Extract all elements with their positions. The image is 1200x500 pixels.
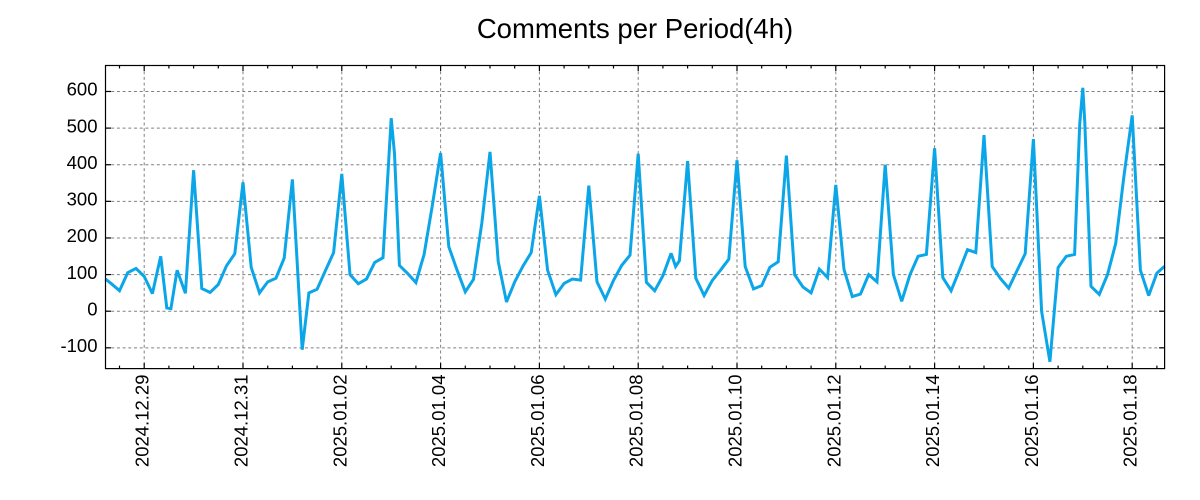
svg-text:0: 0 bbox=[87, 298, 97, 319]
svg-text:500: 500 bbox=[67, 115, 98, 136]
svg-text:300: 300 bbox=[67, 189, 98, 210]
svg-text:2025.01.10: 2025.01.10 bbox=[725, 375, 746, 468]
svg-text:2024.12.29: 2024.12.29 bbox=[132, 375, 153, 468]
svg-text:100: 100 bbox=[67, 262, 98, 283]
svg-text:2025.01.18: 2025.01.18 bbox=[1120, 375, 1141, 468]
svg-text:-100: -100 bbox=[60, 335, 97, 356]
svg-text:2025.01.04: 2025.01.04 bbox=[428, 375, 449, 468]
svg-text:Comments per Period(4h): Comments per Period(4h) bbox=[477, 13, 793, 44]
svg-text:200: 200 bbox=[67, 225, 98, 246]
svg-text:2024.12.31: 2024.12.31 bbox=[231, 375, 252, 468]
svg-text:2025.01.08: 2025.01.08 bbox=[626, 375, 647, 468]
svg-text:2025.01.02: 2025.01.02 bbox=[329, 375, 350, 468]
svg-text:400: 400 bbox=[67, 152, 98, 173]
svg-text:600: 600 bbox=[67, 79, 98, 100]
svg-text:2025.01.14: 2025.01.14 bbox=[922, 375, 943, 468]
svg-text:2025.01.06: 2025.01.06 bbox=[527, 375, 548, 468]
svg-text:2025.01.16: 2025.01.16 bbox=[1021, 375, 1042, 468]
svg-text:2025.01.12: 2025.01.12 bbox=[823, 375, 844, 468]
